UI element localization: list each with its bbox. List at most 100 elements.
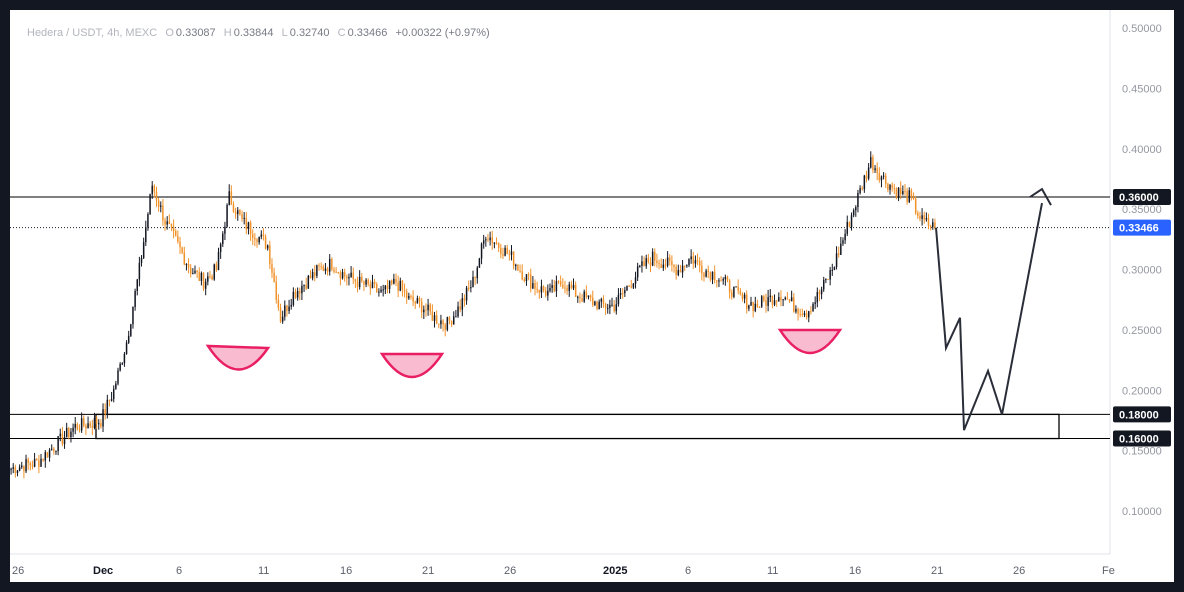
candle-body bbox=[219, 244, 222, 253]
y-tick-label: 0.25000 bbox=[1122, 325, 1162, 337]
candle-body bbox=[758, 306, 761, 308]
candle-body bbox=[660, 264, 662, 268]
candle-body bbox=[837, 253, 840, 255]
candle-body bbox=[127, 335, 130, 343]
candle-body bbox=[542, 286, 545, 291]
candle-body bbox=[718, 280, 720, 282]
candle-body bbox=[339, 272, 342, 279]
candle-body bbox=[748, 305, 750, 309]
candle-body bbox=[793, 297, 795, 312]
x-tick-label: Dec bbox=[93, 565, 113, 577]
candle-body bbox=[74, 423, 76, 428]
candle-body bbox=[788, 299, 791, 302]
candle-body bbox=[303, 284, 305, 286]
support-zone bbox=[95, 413, 1060, 440]
candle-body bbox=[63, 437, 66, 445]
candle-body bbox=[18, 467, 21, 471]
candle-body bbox=[38, 460, 40, 467]
legend-low-label: L bbox=[281, 27, 288, 39]
candle-body bbox=[568, 284, 570, 291]
candle-body bbox=[559, 281, 562, 285]
candle-body bbox=[827, 279, 829, 281]
candle-body bbox=[123, 354, 126, 364]
candle-body bbox=[313, 272, 316, 276]
candle-body bbox=[784, 297, 786, 300]
candle-body bbox=[335, 271, 337, 273]
candle-body bbox=[145, 227, 147, 243]
legend-high: 0.33844 bbox=[233, 27, 274, 39]
candle-body bbox=[149, 194, 151, 215]
candle-body bbox=[112, 388, 115, 400]
candle-body bbox=[157, 200, 160, 207]
candle-body bbox=[797, 308, 799, 314]
candle-body bbox=[12, 467, 14, 469]
projection-arrowhead bbox=[1029, 187, 1052, 206]
candle-body bbox=[904, 191, 906, 193]
candle-body bbox=[196, 270, 198, 273]
candle-body bbox=[397, 282, 399, 291]
candle-body bbox=[249, 222, 252, 235]
candle-body bbox=[724, 276, 727, 280]
candle-body bbox=[692, 256, 695, 264]
candle-body bbox=[878, 173, 881, 181]
candle-body bbox=[491, 237, 493, 243]
candle-body bbox=[562, 284, 564, 288]
price-tag-label: 0.16000 bbox=[1119, 434, 1159, 446]
candle-body bbox=[239, 210, 241, 215]
candle-body bbox=[117, 370, 119, 384]
candle-body bbox=[352, 272, 354, 280]
candle-body bbox=[331, 258, 333, 270]
candle-body bbox=[168, 221, 171, 225]
candle-body bbox=[198, 272, 201, 281]
candle-body bbox=[369, 284, 372, 289]
candle-body bbox=[455, 316, 457, 318]
candle-body bbox=[25, 459, 27, 472]
candle-body bbox=[512, 251, 515, 267]
candle-body bbox=[880, 176, 883, 181]
candle-body bbox=[606, 308, 609, 310]
candle-body bbox=[626, 286, 628, 291]
candle-body bbox=[414, 301, 417, 304]
candle-body bbox=[472, 276, 474, 288]
candle-body bbox=[658, 263, 660, 265]
candle-body bbox=[555, 281, 558, 292]
candle-body bbox=[600, 299, 603, 302]
candle-body bbox=[91, 425, 94, 428]
candle-body bbox=[703, 273, 705, 277]
candle-body bbox=[694, 260, 697, 264]
candle-body bbox=[889, 185, 891, 190]
candle-body bbox=[108, 399, 111, 401]
x-tick-label: 26 bbox=[12, 565, 24, 577]
candle-body bbox=[260, 234, 263, 237]
candle-body bbox=[440, 320, 442, 325]
candle-body bbox=[668, 257, 671, 261]
candle-body bbox=[515, 264, 517, 267]
candle-body bbox=[87, 423, 89, 429]
candle-body bbox=[872, 157, 874, 171]
candle-body bbox=[48, 449, 51, 458]
candle-body bbox=[467, 287, 470, 289]
candle-body bbox=[553, 285, 556, 292]
candle-body bbox=[656, 260, 658, 264]
candle-body bbox=[914, 198, 917, 214]
chart-frame: 0.10000 0.15000 0.20000 0.25000 0.30000 0.350… bbox=[10, 10, 1174, 582]
candle-body bbox=[705, 270, 707, 277]
candle-body bbox=[630, 286, 633, 288]
price-chart[interactable]: 0.10000 0.15000 0.20000 0.25000 0.30000 0.350… bbox=[10, 10, 1174, 582]
candle-body bbox=[654, 251, 656, 261]
candle-body bbox=[420, 301, 423, 313]
candle-body bbox=[771, 295, 774, 305]
candle-body bbox=[147, 214, 149, 228]
pink-cup-marker bbox=[777, 328, 843, 355]
candle-body bbox=[172, 226, 175, 232]
candle-body bbox=[224, 226, 226, 234]
candle-body bbox=[442, 320, 444, 325]
candle-body bbox=[686, 265, 688, 267]
candle-body bbox=[177, 236, 179, 242]
candle-body bbox=[243, 217, 245, 219]
candle-body bbox=[884, 175, 887, 184]
candle-body bbox=[745, 294, 748, 309]
candle-body bbox=[639, 265, 641, 267]
candle-body bbox=[266, 245, 269, 249]
candle-body bbox=[68, 427, 70, 438]
